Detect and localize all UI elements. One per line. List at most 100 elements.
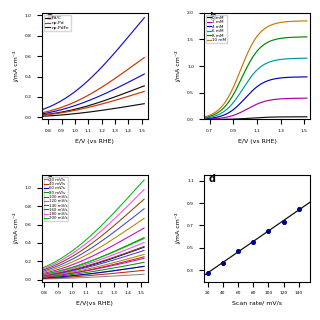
160 mV/s xyxy=(100,234,104,237)
60 mV/s xyxy=(58,271,62,275)
200 mV/s xyxy=(142,178,146,182)
4 mM xyxy=(302,75,306,79)
X-axis label: E/V (vs RHE): E/V (vs RHE) xyxy=(238,139,276,144)
140 mV/s xyxy=(58,263,62,267)
2 mM xyxy=(258,101,261,105)
40 mV/s xyxy=(86,268,90,272)
Line: Pd/C: Pd/C xyxy=(42,86,144,115)
Pd/C xyxy=(58,110,62,114)
6 mM xyxy=(251,73,255,76)
8 mM xyxy=(286,36,290,39)
120 mV/s xyxy=(100,244,104,248)
6 mM xyxy=(202,116,206,120)
Line: 20 mV/s: 20 mV/s xyxy=(42,267,144,278)
X-axis label: Scan rate/ mV/s: Scan rate/ mV/s xyxy=(232,301,282,306)
Y-axis label: j/mA cm⁻²: j/mA cm⁻² xyxy=(175,50,181,82)
100 mV/s xyxy=(58,267,62,271)
2 mM xyxy=(202,117,206,121)
Pd/C xyxy=(66,109,70,113)
160 mV/s xyxy=(40,268,44,272)
200 mV/s xyxy=(40,267,44,270)
40 mV/s xyxy=(117,261,121,265)
Point xyxy=(205,271,210,276)
0 mM xyxy=(252,116,255,120)
120 mV/s xyxy=(86,252,90,256)
0 mM xyxy=(286,115,290,119)
Legend: 20 mV/s, 40 mV/s, 60 mV/s, 80 mV/s, 100 mV/s, 120 mV/s, 140 mV/s, 160 mV/s, 180 : 20 mV/s, 40 mV/s, 60 mV/s, 80 mV/s, 100 … xyxy=(44,177,68,221)
4 mM xyxy=(258,83,261,87)
2 mM xyxy=(302,96,306,100)
np-PdFe xyxy=(100,65,104,69)
20 mV/s xyxy=(108,269,112,273)
8 mM xyxy=(251,55,255,59)
10 mM xyxy=(286,20,290,23)
120 mV/s xyxy=(142,216,146,220)
Y-axis label: j/mA cm⁻²: j/mA cm⁻² xyxy=(175,212,181,244)
120 mV/s xyxy=(108,239,112,243)
120 mV/s xyxy=(117,234,121,237)
140 mV/s xyxy=(40,270,44,274)
np-Pd xyxy=(142,56,146,60)
160 mV/s xyxy=(58,261,62,265)
20 mV/s xyxy=(58,275,62,279)
100 mV/s xyxy=(86,256,90,260)
100 mV/s xyxy=(108,245,112,249)
8 mM xyxy=(202,116,206,120)
Line: 10 mM: 10 mM xyxy=(204,21,307,117)
140 mV/s xyxy=(86,248,90,252)
np-PdFe xyxy=(86,79,90,83)
4 mM xyxy=(305,75,309,79)
80 mV/s xyxy=(117,247,121,251)
100 mV/s xyxy=(100,250,104,253)
np-PdFe xyxy=(40,108,44,112)
Pd/C xyxy=(86,104,90,108)
2 mM xyxy=(305,96,309,100)
80 mV/s xyxy=(40,273,44,277)
np-PdFe xyxy=(108,56,112,60)
20 mV/s xyxy=(40,276,44,280)
4 mM xyxy=(251,89,255,92)
2 mM xyxy=(251,104,255,108)
10 mM xyxy=(258,31,261,35)
Pd/C xyxy=(142,84,146,88)
Pd/C xyxy=(40,113,44,117)
40 mV/s xyxy=(58,273,62,277)
6 mM xyxy=(286,57,290,61)
160 mV/s xyxy=(108,227,112,231)
160 mV/s xyxy=(66,257,70,261)
80 mV/s xyxy=(100,255,104,259)
X-axis label: E/V (vs RHE): E/V (vs RHE) xyxy=(76,139,114,144)
0 mM xyxy=(305,115,309,119)
60 mV/s xyxy=(100,260,104,264)
6 mM xyxy=(305,56,309,60)
8 mM xyxy=(305,35,309,39)
100 mV/s xyxy=(117,240,121,244)
8 mM xyxy=(263,42,267,46)
40 mV/s xyxy=(40,275,44,279)
Text: d: d xyxy=(209,174,216,184)
Line: 200 mV/s: 200 mV/s xyxy=(42,180,144,268)
4 mM xyxy=(286,76,290,79)
40 mV/s xyxy=(108,263,112,267)
80 mV/s xyxy=(66,267,70,271)
Point xyxy=(281,219,286,224)
Line: 100 mV/s: 100 mV/s xyxy=(42,228,144,274)
Line: 6 mM: 6 mM xyxy=(204,58,307,118)
np-Pd xyxy=(117,74,121,78)
6 mM xyxy=(258,66,261,70)
120 mV/s xyxy=(40,271,44,275)
20 mV/s xyxy=(100,270,104,274)
10 mM xyxy=(263,27,267,30)
10 mM xyxy=(252,40,255,44)
200 mV/s xyxy=(58,257,62,261)
Line: 120 mV/s: 120 mV/s xyxy=(42,218,144,273)
6 mM xyxy=(252,72,255,76)
Line: 2 mM: 2 mM xyxy=(204,98,307,119)
200 mV/s xyxy=(117,206,121,210)
Y-axis label: j/mA cm⁻²: j/mA cm⁻² xyxy=(13,50,20,82)
Legend: Pd/C, np-Pd, np-PdFe: Pd/C, np-Pd, np-PdFe xyxy=(44,15,71,31)
np-Pd xyxy=(66,103,70,107)
200 mV/s xyxy=(100,223,104,227)
2 mM xyxy=(252,104,255,108)
180 mV/s xyxy=(58,259,62,263)
